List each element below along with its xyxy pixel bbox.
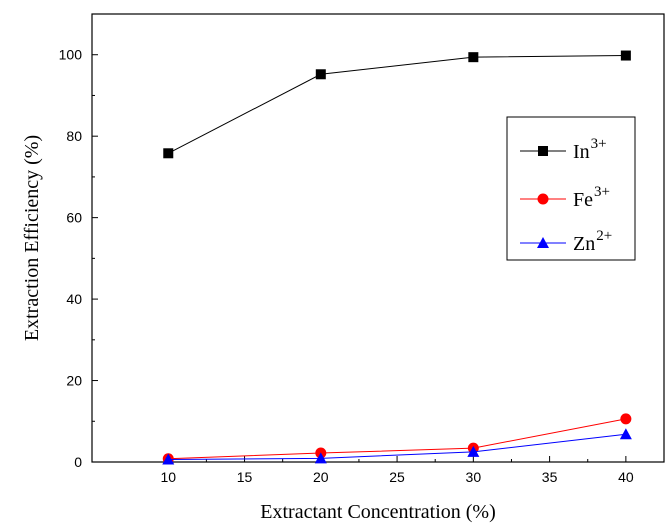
plot-frame	[91, 13, 665, 463]
y-tick-label: 0	[74, 454, 82, 470]
legend-marker-zn	[537, 237, 549, 248]
y-axis-title: Extraction Efficiency (%)	[21, 135, 43, 341]
data-point-zn	[467, 445, 480, 457]
x-tick-label: 10	[160, 469, 176, 485]
series-layer	[162, 50, 632, 465]
y-tick-label: 80	[66, 128, 82, 144]
x-tick-label: 20	[313, 469, 329, 485]
legend-charge-zn: 2+	[596, 228, 612, 244]
series-line-zn	[168, 433, 626, 461]
legend-label-fe: Fe	[573, 189, 593, 211]
data-point-in	[315, 69, 326, 80]
legend-entry-in: In 3+	[520, 136, 607, 163]
data-point-zn	[314, 452, 327, 464]
series-in	[163, 50, 631, 159]
x-tick-label: 15	[237, 469, 253, 485]
legend-entry-fe: Fe 3+	[520, 184, 610, 211]
legend-charge-in: 3+	[591, 136, 607, 152]
x-axis-title: Extractant Concentration (%)	[260, 501, 495, 523]
data-point-in	[468, 52, 479, 63]
y-tick-label: 60	[66, 210, 82, 226]
series-zn	[162, 428, 632, 465]
legend-marker-in	[538, 146, 548, 156]
axis-ticks: 10 15 20 25 30 35 40 0 20 40 60 80 100	[59, 47, 634, 485]
series-line-fe	[168, 418, 626, 460]
data-point-in	[620, 50, 631, 61]
legend-box	[506, 116, 636, 261]
data-point-in	[163, 148, 174, 159]
series-line-in	[168, 55, 626, 154]
x-tick-label: 35	[542, 469, 558, 485]
x-tick-label: 25	[389, 469, 405, 485]
data-point-zn	[162, 453, 175, 465]
x-tick-label: 40	[618, 469, 634, 485]
legend-charge-fe: 3+	[594, 184, 610, 200]
legend: In 3+Fe 3+Zn 2+	[506, 116, 636, 261]
data-point-zn	[619, 428, 632, 440]
legend-label-zn: Zn	[573, 233, 595, 255]
y-tick-label: 100	[59, 47, 83, 63]
legend-marker-fe	[537, 193, 549, 205]
y-tick-label: 20	[66, 373, 82, 389]
data-point-fe	[620, 413, 632, 425]
legend-label-in: In	[573, 141, 590, 163]
x-tick-label: 30	[466, 469, 482, 485]
y-tick-label: 40	[66, 291, 82, 307]
legend-entry-zn: Zn 2+	[520, 228, 612, 255]
